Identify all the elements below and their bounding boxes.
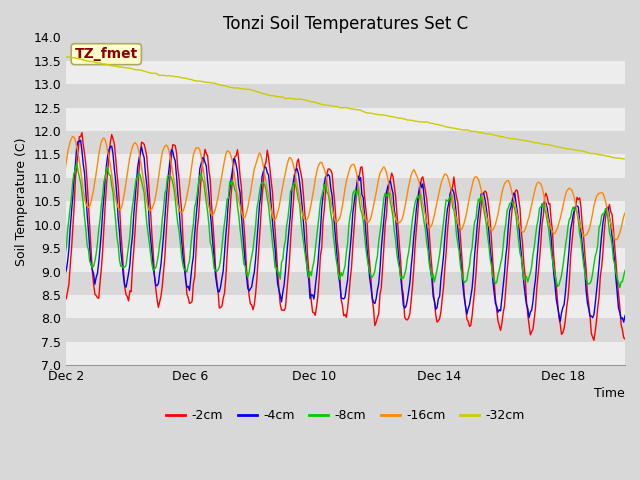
-2cm	[47, 125, 54, 131]
Line: -4cm: -4cm	[35, 136, 625, 322]
Line: -8cm: -8cm	[35, 162, 625, 288]
-2cm	[560, 326, 568, 332]
-32cm	[322, 102, 330, 108]
-8cm	[560, 254, 568, 260]
-2cm	[31, 290, 39, 296]
-32cm	[342, 105, 350, 110]
-4cm	[620, 319, 628, 325]
-32cm	[33, 49, 40, 55]
-32cm	[332, 104, 340, 109]
-16cm	[621, 210, 629, 216]
-2cm	[621, 336, 629, 342]
-16cm	[38, 131, 45, 136]
-2cm	[342, 314, 350, 320]
-32cm	[621, 156, 629, 162]
-4cm	[322, 173, 330, 179]
-2cm	[590, 337, 598, 343]
-4cm	[44, 133, 52, 139]
-8cm	[292, 183, 300, 189]
Y-axis label: Soil Temperature (C): Soil Temperature (C)	[15, 137, 28, 265]
Text: TZ_fmet: TZ_fmet	[75, 47, 138, 61]
Bar	[67, 248, 625, 272]
Bar	[67, 201, 625, 225]
-32cm	[531, 140, 538, 145]
-8cm	[42, 159, 49, 165]
-8cm	[531, 244, 538, 250]
Bar	[67, 155, 625, 178]
-16cm	[292, 174, 300, 180]
-4cm	[531, 285, 538, 291]
Bar	[67, 342, 625, 365]
-8cm	[616, 285, 623, 290]
-2cm	[531, 316, 538, 322]
-32cm	[292, 96, 300, 102]
Line: -16cm: -16cm	[35, 133, 625, 240]
Legend: -2cm, -4cm, -8cm, -16cm, -32cm: -2cm, -4cm, -8cm, -16cm, -32cm	[161, 404, 530, 427]
-8cm	[322, 181, 330, 187]
Bar	[67, 61, 625, 84]
-2cm	[322, 188, 330, 193]
-4cm	[332, 240, 340, 245]
-4cm	[560, 302, 568, 308]
Bar	[67, 295, 625, 318]
-32cm	[31, 49, 39, 55]
Text: Time: Time	[595, 386, 625, 399]
Bar	[67, 108, 625, 131]
-4cm	[621, 313, 629, 319]
Line: -32cm: -32cm	[35, 52, 625, 159]
-32cm	[560, 145, 568, 151]
-2cm	[332, 217, 340, 223]
-16cm	[612, 237, 620, 243]
-4cm	[292, 167, 300, 173]
-8cm	[621, 268, 629, 274]
-8cm	[332, 255, 340, 261]
-4cm	[342, 285, 350, 291]
Title: Tonzi Soil Temperatures Set C: Tonzi Soil Temperatures Set C	[223, 15, 468, 33]
-32cm	[620, 156, 628, 162]
-16cm	[342, 179, 350, 184]
-2cm	[292, 169, 300, 175]
-16cm	[31, 155, 39, 161]
-16cm	[531, 190, 538, 196]
Line: -2cm: -2cm	[35, 128, 625, 340]
-8cm	[342, 250, 350, 255]
-16cm	[560, 198, 568, 204]
-8cm	[31, 240, 39, 245]
-16cm	[322, 171, 330, 177]
-16cm	[332, 218, 340, 224]
-4cm	[31, 265, 39, 271]
